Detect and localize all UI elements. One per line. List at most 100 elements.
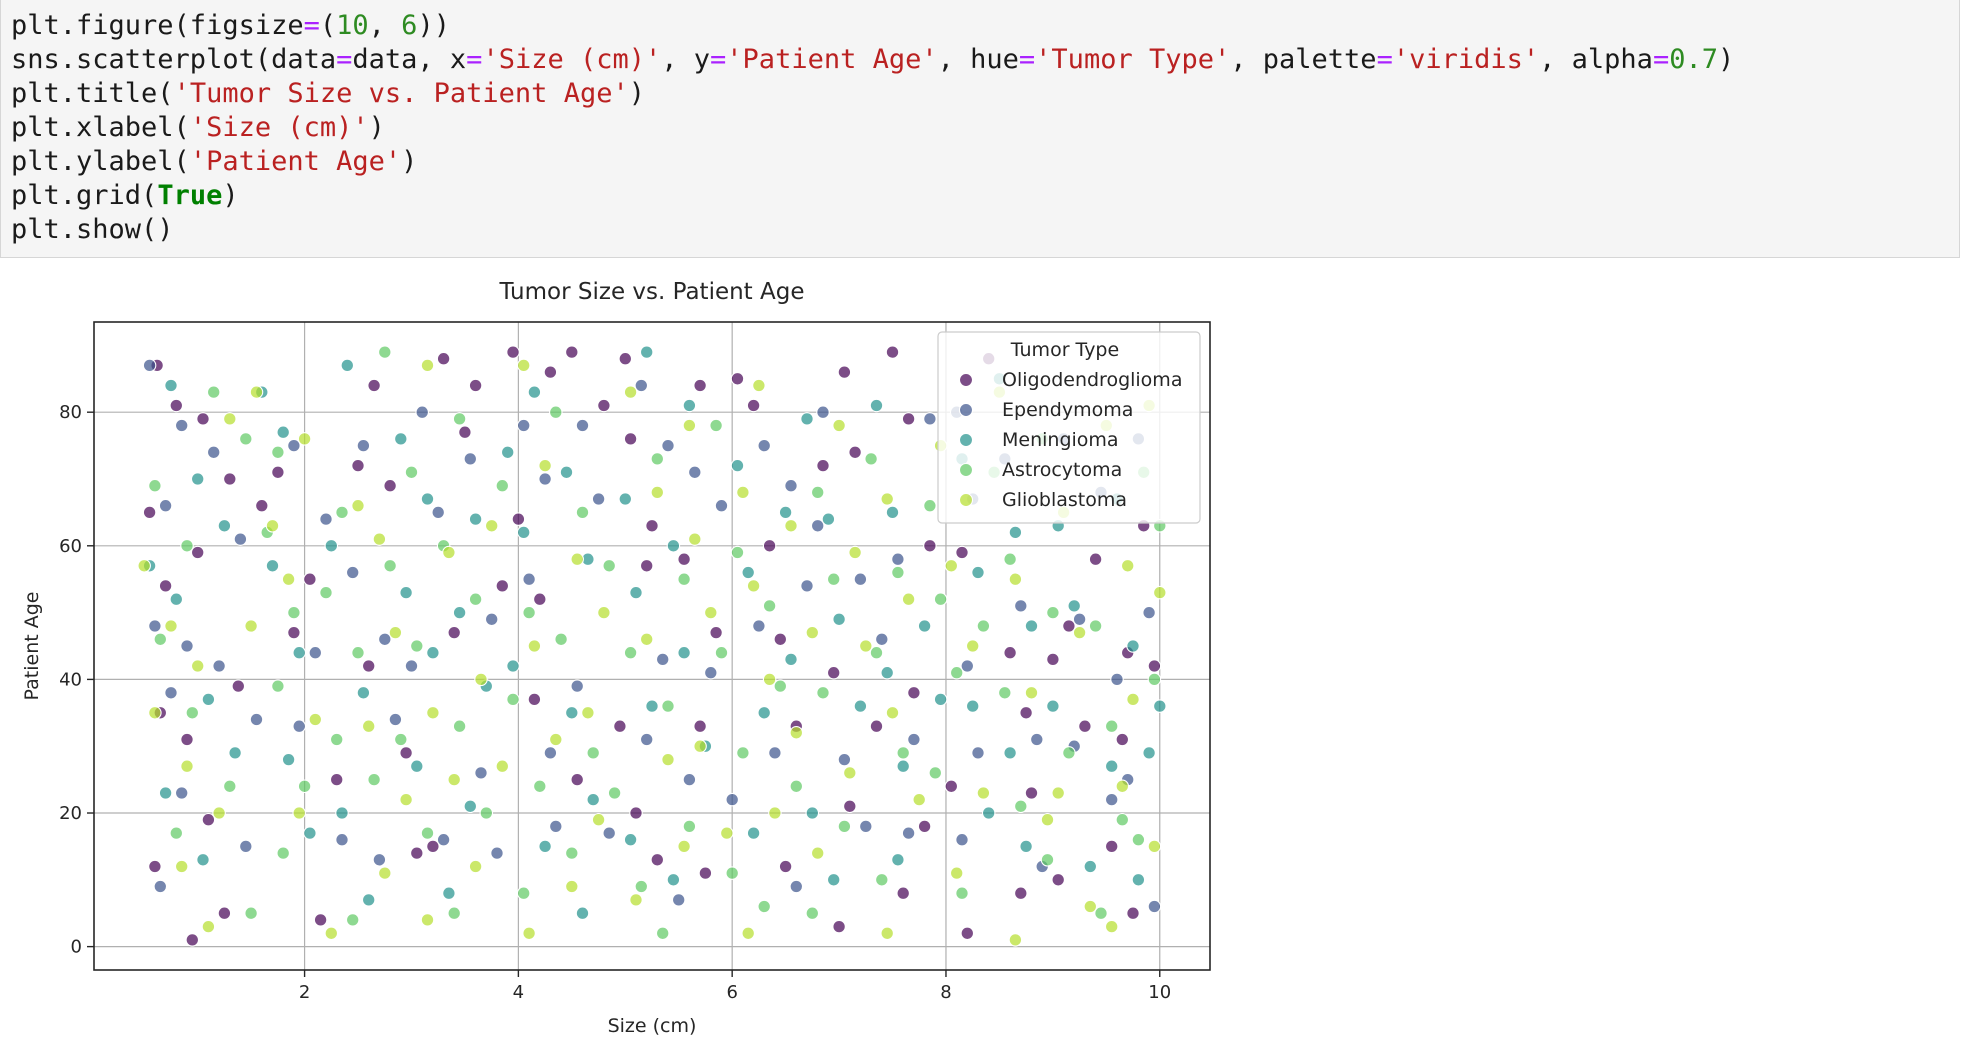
scatter-point	[420, 913, 435, 927]
scatter-point	[741, 565, 755, 580]
scatter-point	[1115, 779, 1130, 794]
scatter-point	[955, 545, 969, 560]
scatter-point	[399, 792, 413, 807]
code-line: plt.ylabel('Patient Age')	[11, 145, 1949, 179]
scatter-point	[1126, 639, 1140, 653]
scatter-point	[859, 639, 873, 653]
legend-entry: Meningioma	[1002, 429, 1119, 451]
code-cell[interactable]: plt.figure(figsize=(10, 6)) sns.scatterpl…	[0, 0, 1960, 258]
scatter-point	[468, 512, 483, 526]
scatter-point	[650, 853, 665, 867]
scatter-point	[522, 605, 536, 620]
scatter-point	[474, 766, 488, 780]
scatter-point	[805, 625, 820, 640]
scatter-point	[324, 926, 339, 941]
scatter-point	[549, 405, 563, 419]
scatter-point	[378, 866, 392, 880]
scatter-point	[704, 605, 718, 620]
code-token: =	[303, 10, 320, 41]
scatter-point	[832, 612, 846, 627]
scatter-point	[746, 579, 761, 593]
scatter-point	[896, 886, 910, 900]
scatter-point	[976, 786, 991, 800]
scatter-point	[228, 746, 242, 760]
scatter-point	[875, 873, 889, 887]
legend-title: Tumor Type	[1010, 339, 1119, 361]
scatter-point	[1104, 792, 1119, 807]
scatter-point	[923, 539, 937, 553]
scatter-point	[570, 679, 584, 693]
scatter-point	[495, 579, 510, 593]
scatter-point	[142, 505, 157, 520]
scatter-point	[1088, 619, 1103, 633]
scatter-point	[1110, 672, 1124, 687]
scatter-point	[960, 659, 975, 673]
scatter-point	[901, 412, 916, 426]
code-token: 'viridis'	[1392, 44, 1540, 75]
scatter-point	[1094, 906, 1108, 920]
scatter-point	[436, 351, 451, 366]
scatter-point	[650, 485, 665, 500]
scatter-point	[816, 458, 830, 473]
scatter-point	[998, 686, 1012, 700]
scatter-point	[586, 792, 600, 807]
scatter-point	[917, 619, 932, 633]
scatter-point	[190, 472, 205, 486]
y-tick-label: 80	[59, 402, 82, 423]
scatter-point	[420, 826, 435, 840]
scatter-point	[361, 659, 376, 673]
scatter-point	[634, 879, 649, 894]
scatter-point	[869, 398, 884, 413]
scatter-point	[864, 452, 878, 466]
scatter-point	[784, 652, 798, 667]
scatter-point	[821, 512, 836, 526]
y-tick-label: 0	[71, 937, 82, 958]
scatter-point	[693, 739, 707, 753]
code-line: plt.figure(figsize=(10, 6))	[11, 9, 1949, 43]
scatter-point	[378, 632, 392, 647]
scatter-point	[201, 692, 216, 707]
scatter-point	[917, 819, 932, 834]
scatter-point	[826, 873, 841, 887]
scatter-point	[944, 559, 959, 573]
scatter-point	[768, 746, 782, 760]
scatter-point	[452, 719, 467, 733]
scatter-point	[361, 719, 376, 733]
scatter-point	[1104, 759, 1119, 773]
scatter-point	[1008, 933, 1023, 947]
scatter-point	[201, 919, 216, 934]
scatter-point	[308, 712, 323, 727]
scatter-point	[223, 472, 237, 486]
scatter-point	[602, 826, 616, 840]
scatter-point	[591, 812, 606, 827]
code-token: )	[222, 180, 239, 211]
scatter-point	[468, 859, 483, 874]
scatter-point	[1104, 919, 1119, 934]
scatter-point	[351, 458, 365, 473]
scatter-point	[976, 619, 991, 633]
scatter-point	[1072, 625, 1087, 640]
scatter-point	[613, 719, 627, 733]
scatter-point	[826, 665, 841, 680]
code-editor[interactable]: plt.figure(figsize=(10, 6)) sns.scatterpl…	[11, 9, 1949, 247]
scatter-point	[533, 779, 547, 794]
scatter-point	[629, 893, 643, 907]
scatter-point	[704, 665, 718, 680]
code-line: plt.show()	[11, 213, 1949, 247]
scatter-point	[148, 706, 162, 720]
scatter-point	[404, 465, 419, 480]
scatter-point	[287, 605, 301, 620]
scatter-point	[1019, 839, 1033, 854]
scatter-point	[832, 919, 846, 934]
scatter-point	[516, 886, 531, 900]
scatter-point	[319, 585, 333, 600]
scatter-point	[287, 625, 301, 640]
scatter-point	[538, 472, 552, 486]
scatter-point	[671, 893, 686, 907]
scatter-point	[1147, 659, 1162, 673]
scatter-point	[570, 552, 584, 566]
code-token: data, x	[352, 44, 467, 75]
code-token: plt.grid(	[11, 180, 158, 211]
scatter-point	[843, 766, 857, 780]
legend-marker	[958, 432, 974, 448]
